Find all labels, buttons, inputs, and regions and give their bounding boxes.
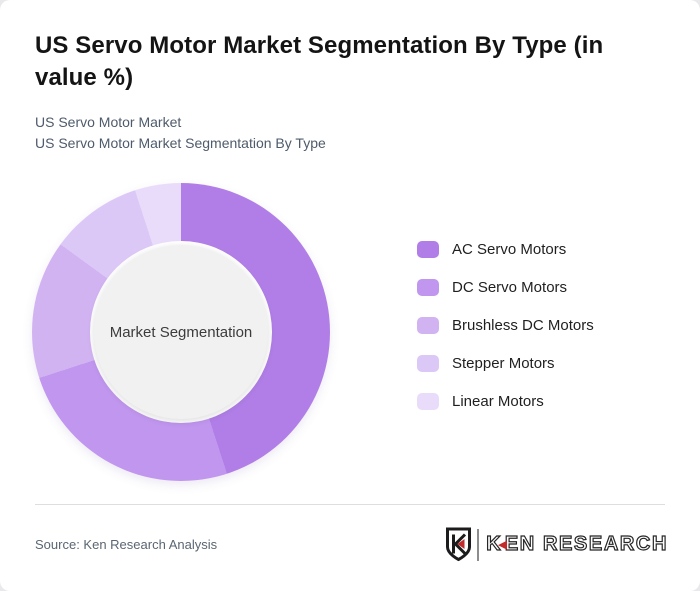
donut-chart: Market Segmentation — [32, 183, 330, 481]
legend-swatch — [417, 355, 439, 372]
logo-letter-k: K — [486, 532, 503, 555]
donut-center-label: Market Segmentation — [109, 323, 253, 341]
legend-item: Brushless DC Motors — [417, 317, 594, 334]
ken-research-logo: K◀EN RESEARCH — [445, 527, 668, 562]
legend-label: AC Servo Motors — [452, 241, 567, 258]
donut-center: Market Segmentation — [94, 245, 268, 419]
logo-red-triangle-icon: ◀ — [498, 539, 507, 551]
logo-separator — [477, 528, 480, 561]
legend-label: Brushless DC Motors — [452, 317, 594, 334]
legend-label: Linear Motors — [452, 393, 544, 410]
legend-swatch — [417, 393, 439, 410]
legend-swatch — [417, 241, 439, 258]
logo-letters-rest: EN RESEARCH — [504, 532, 668, 555]
legend-swatch — [417, 279, 439, 296]
legend-label: Stepper Motors — [452, 355, 555, 372]
subtitle-line-1: US Servo Motor Market — [35, 114, 182, 130]
legend-item: AC Servo Motors — [417, 241, 594, 258]
logo-wordmark: K◀EN RESEARCH — [486, 532, 668, 556]
page-title: US Servo Motor Market Segmentation By Ty… — [35, 32, 604, 91]
subtitle-line-2: US Servo Motor Market Segmentation By Ty… — [35, 135, 326, 151]
legend-swatch — [417, 317, 439, 334]
legend-item: Stepper Motors — [417, 355, 594, 372]
legend-label: DC Servo Motors — [452, 279, 568, 296]
footer-divider — [35, 504, 665, 505]
subtitle-block: US Servo Motor Market US Servo Motor Mar… — [35, 112, 326, 154]
ken-shield-icon — [446, 527, 472, 562]
legend-item: Linear Motors — [417, 393, 594, 410]
chart-legend: AC Servo Motors DC Servo Motors Brushles… — [417, 241, 594, 410]
source-note: Source: Ken Research Analysis — [35, 537, 218, 552]
legend-item: DC Servo Motors — [417, 279, 594, 296]
